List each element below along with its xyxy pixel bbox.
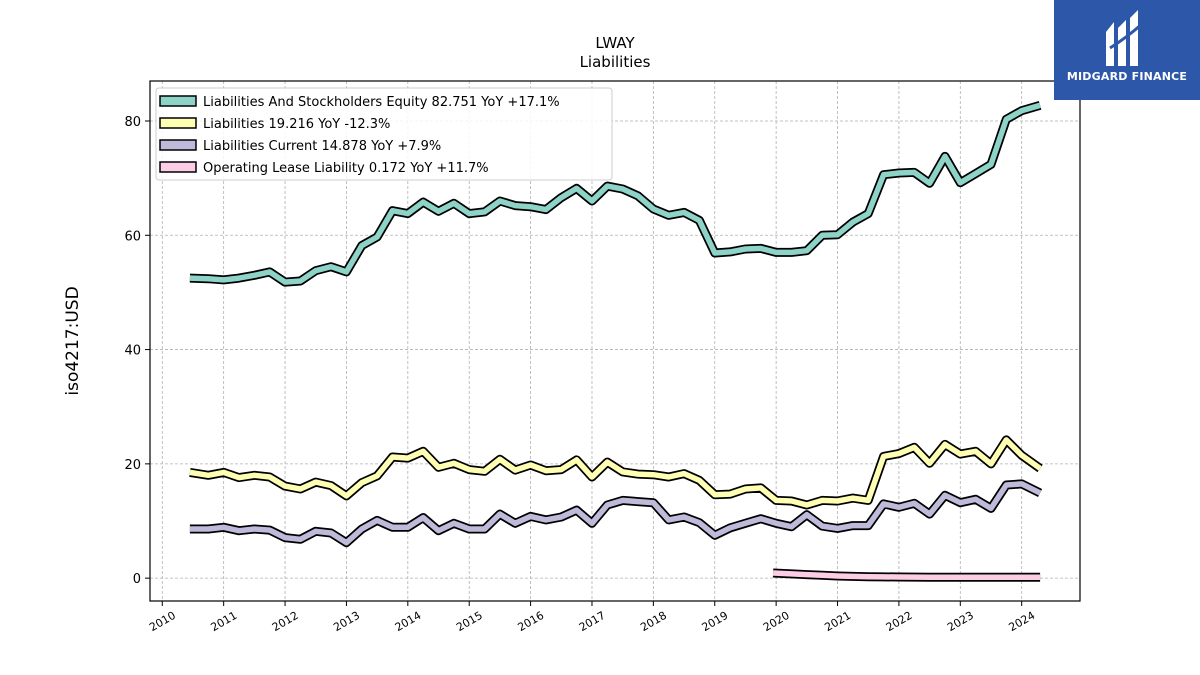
y-tick-label: 0	[133, 572, 141, 587]
series-line	[772, 570, 1041, 581]
legend-label: Liabilities 19.216 YoY -12.3%	[203, 117, 390, 132]
series-line	[189, 437, 1042, 508]
legend-swatch	[159, 117, 197, 129]
x-tick-label: 2022	[884, 609, 915, 634]
y-axis-label: iso4217:USD	[63, 286, 83, 395]
legend: Liabilities And Stockholders Equity 82.7…	[155, 87, 613, 181]
x-tick-label: 2023	[945, 609, 976, 634]
legend-label: Liabilities And Stockholders Equity 82.7…	[203, 95, 560, 110]
series-3	[189, 479, 1043, 548]
x-tick-label: 2012	[270, 609, 301, 634]
legend-swatch	[159, 139, 197, 151]
brand-logo: MIDGARD FINANCE	[1054, 0, 1200, 100]
legend-label: Liabilities Current 14.878 YoY +7.9%	[203, 139, 441, 154]
y-tick-label: 40	[124, 344, 141, 359]
series-layer	[189, 100, 1043, 582]
x-tick-label: 2017	[577, 609, 608, 634]
x-tick-label: 2013	[331, 609, 362, 634]
x-tick-label: 2020	[761, 609, 792, 634]
x-tick-label: 2019	[700, 609, 731, 634]
series-1	[189, 100, 1042, 287]
series-line	[189, 102, 1041, 285]
x-tick-label: 2015	[454, 609, 485, 634]
legend-label: Operating Lease Liability 0.172 YoY +11.…	[203, 161, 489, 176]
legend-box	[155, 87, 613, 181]
y-tick-label: 80	[124, 115, 141, 130]
legend-swatch	[159, 95, 197, 107]
chart-title: LWAY	[595, 34, 635, 52]
logo-mark-icon	[1106, 10, 1143, 66]
x-tick-label: 2010	[147, 609, 178, 634]
x-tick-label: 2021	[822, 609, 853, 634]
logo-text: MIDGARD FINANCE	[1066, 70, 1188, 83]
chart-subtitle: Liabilities	[580, 53, 651, 71]
series-line	[189, 481, 1042, 546]
x-tick-label: 2024	[1007, 609, 1038, 634]
x-tick-label: 2014	[393, 609, 424, 634]
x-tick-label: 2011	[209, 609, 240, 634]
x-tick-label: 2018	[638, 609, 669, 634]
y-tick-label: 60	[124, 229, 141, 244]
series-2	[189, 435, 1043, 510]
legend-swatch	[159, 161, 197, 173]
y-tick-label: 20	[124, 458, 141, 473]
x-tick-label: 2016	[515, 609, 546, 634]
plot-frame	[149, 80, 1081, 602]
series-4	[772, 568, 1041, 582]
